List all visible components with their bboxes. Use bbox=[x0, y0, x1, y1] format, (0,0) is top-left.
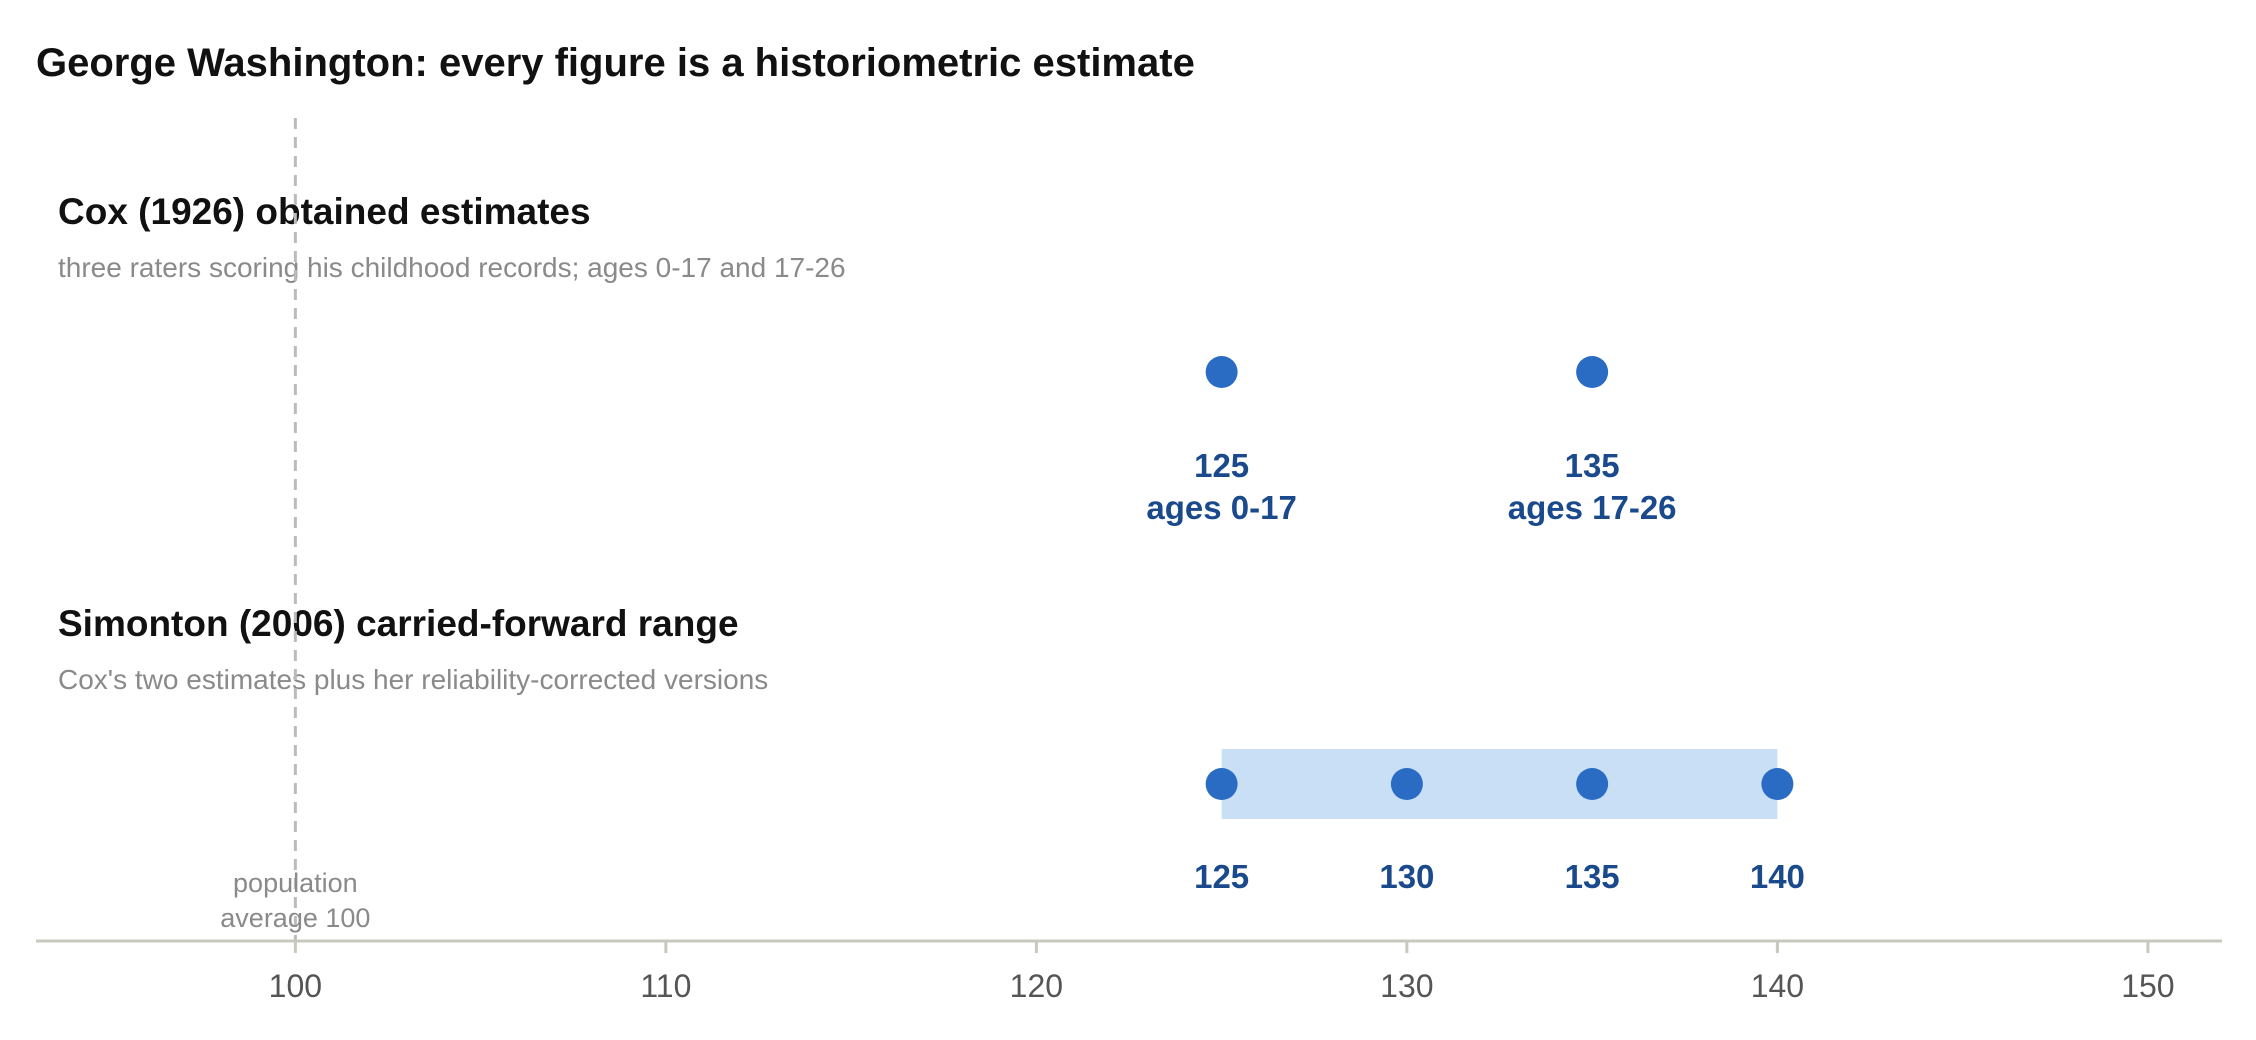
x-axis: 100 110 120 130 140 150 bbox=[36, 939, 2222, 1004]
data-point bbox=[1761, 768, 1794, 800]
points-layer bbox=[1205, 356, 1794, 800]
data-point bbox=[1576, 768, 1609, 800]
data-label: 130 bbox=[1379, 858, 1434, 895]
x-tick-label: 100 bbox=[269, 968, 322, 1004]
panel-1-title: Cox (1926) obtained estimates bbox=[58, 191, 591, 232]
chart-title: George Washington: every figure is a his… bbox=[36, 41, 1195, 85]
x-tick-label: 110 bbox=[640, 968, 691, 1004]
panel-2-title: Simonton (2006) carried-forward range bbox=[58, 603, 739, 644]
range-layer bbox=[1221, 749, 1778, 819]
data-label: 135 bbox=[1565, 447, 1620, 484]
x-tick-label: 130 bbox=[1380, 968, 1433, 1004]
data-sublabel: ages 0-17 bbox=[1146, 489, 1296, 526]
reference-layer: population average 100 bbox=[220, 118, 370, 941]
x-tick-label: 120 bbox=[1010, 968, 1063, 1004]
data-point bbox=[1205, 768, 1238, 800]
x-tick-label: 150 bbox=[2121, 968, 2174, 1004]
data-label: 125 bbox=[1194, 858, 1249, 895]
reference-label-line2: average 100 bbox=[220, 903, 370, 933]
x-tick-label: 140 bbox=[1751, 968, 1804, 1004]
data-label: 140 bbox=[1750, 858, 1805, 895]
data-sublabel: ages 17-26 bbox=[1508, 489, 1677, 526]
panel-1: Cox (1926) obtained estimates three rate… bbox=[58, 191, 846, 283]
range-band bbox=[1221, 749, 1778, 819]
data-point bbox=[1576, 356, 1609, 388]
data-point bbox=[1390, 768, 1423, 800]
data-label: 125 bbox=[1194, 447, 1249, 484]
data-label: 135 bbox=[1565, 858, 1620, 895]
point-labels-layer: 125 ages 0-17 135 ages 17-26 125 130 135 140 bbox=[1146, 447, 1805, 895]
panel-1-subtitle: three raters scoring his childhood recor… bbox=[58, 252, 846, 283]
data-point bbox=[1205, 356, 1238, 388]
panel-2: Simonton (2006) carried-forward range Co… bbox=[58, 603, 768, 695]
panel-2-subtitle: Cox's two estimates plus her reliability… bbox=[58, 664, 768, 695]
reference-label-line1: population bbox=[233, 868, 358, 898]
